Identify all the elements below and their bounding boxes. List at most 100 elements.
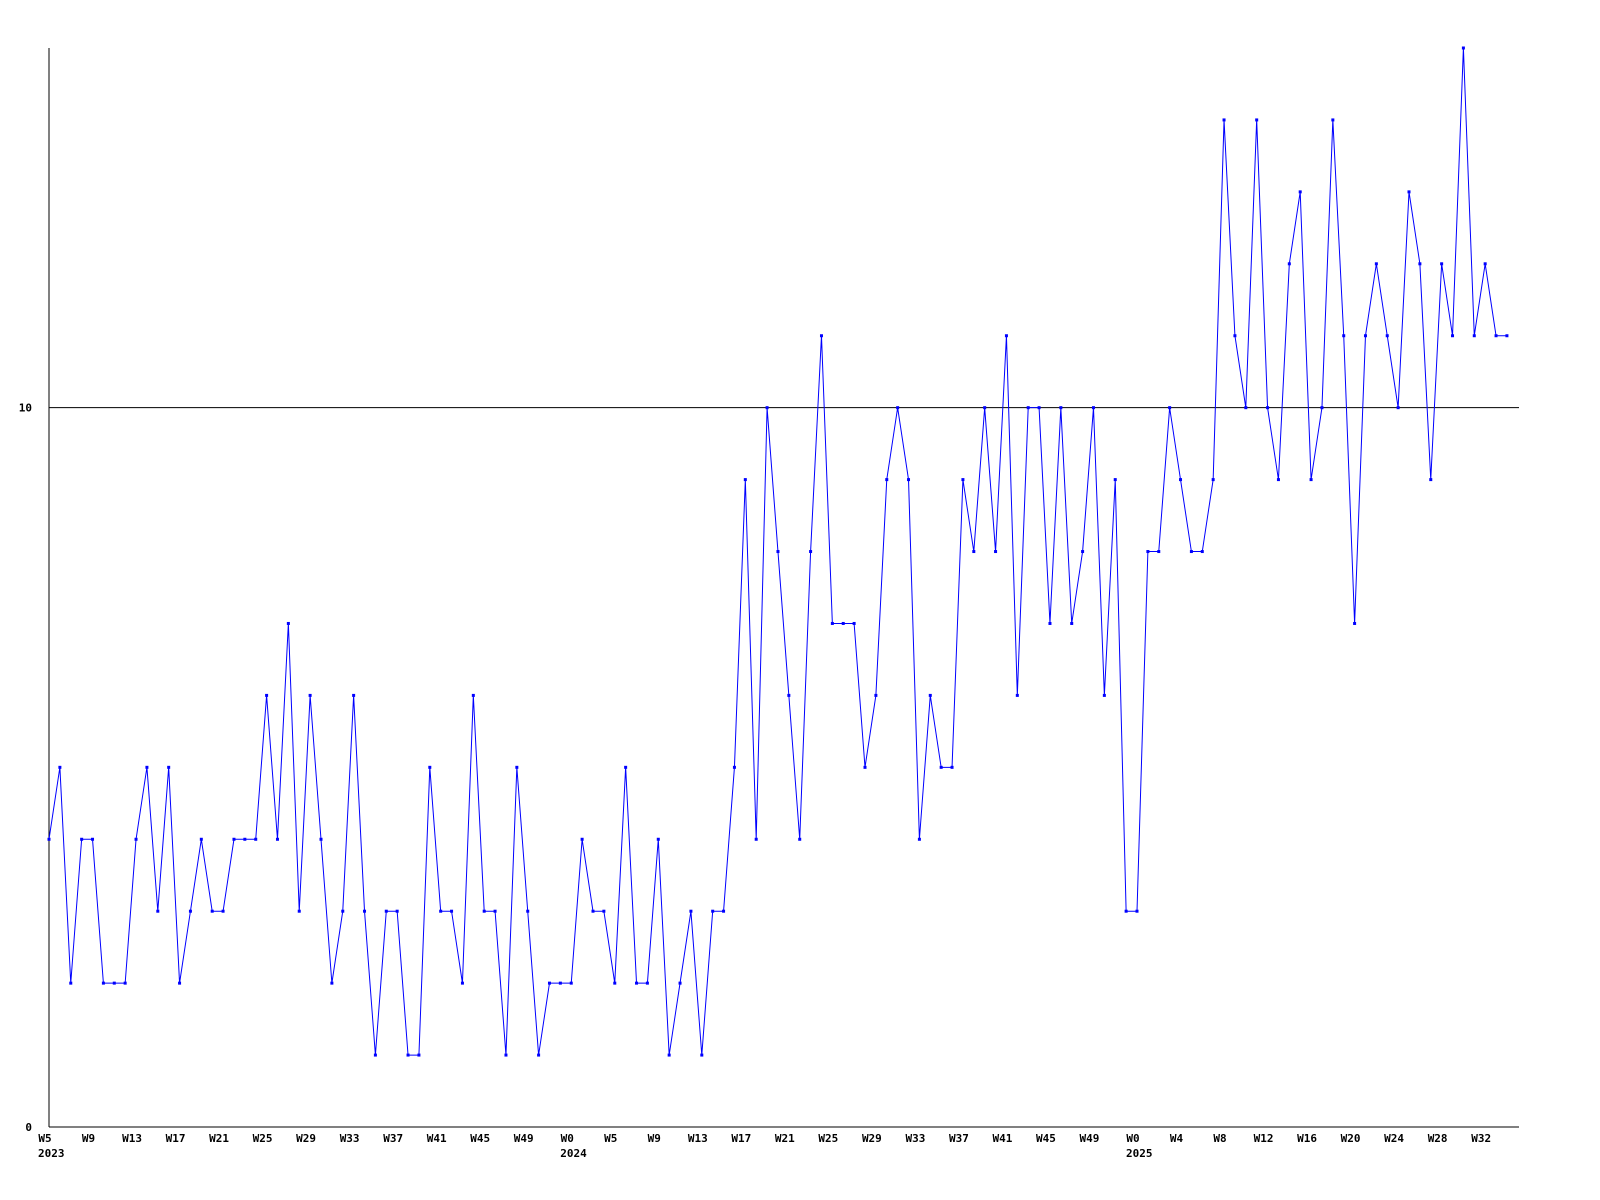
- point-marker: [101, 981, 105, 985]
- x-tick-label: W33: [340, 1132, 360, 1145]
- point-marker: [678, 981, 682, 985]
- point-marker: [558, 981, 562, 985]
- x-tick-label: W29: [862, 1132, 882, 1145]
- point-marker: [439, 909, 443, 913]
- point-marker: [689, 909, 693, 913]
- point-marker: [1179, 478, 1183, 482]
- point-marker: [297, 909, 301, 913]
- point-marker: [178, 981, 182, 985]
- point-marker: [1070, 621, 1074, 625]
- point-marker: [602, 909, 606, 913]
- point-marker: [537, 1053, 541, 1057]
- point-marker: [624, 765, 628, 769]
- point-marker: [754, 837, 758, 841]
- point-marker: [80, 837, 84, 841]
- x-tick-label: W12: [1254, 1132, 1274, 1145]
- point-marker: [167, 765, 171, 769]
- point-marker: [384, 909, 388, 913]
- point-marker: [286, 621, 290, 625]
- point-marker: [526, 909, 530, 913]
- x-tick-label: W25: [818, 1132, 838, 1145]
- point-marker: [1015, 693, 1019, 697]
- x-tick-label: W41: [993, 1132, 1013, 1145]
- x-tick-label: W5: [38, 1132, 51, 1145]
- point-marker: [809, 550, 813, 554]
- point-marker: [450, 909, 454, 913]
- point-marker: [907, 478, 911, 482]
- point-marker: [1418, 262, 1422, 266]
- point-marker: [1048, 621, 1052, 625]
- point-marker: [787, 693, 791, 697]
- point-marker: [950, 765, 954, 769]
- point-marker: [852, 621, 856, 625]
- point-marker: [743, 478, 747, 482]
- point-marker: [221, 909, 225, 913]
- point-marker: [1429, 478, 1433, 482]
- point-marker: [896, 406, 900, 410]
- point-marker: [1004, 334, 1008, 338]
- point-marker: [1494, 334, 1498, 338]
- point-marker: [983, 406, 987, 410]
- x-tick-label: W0: [561, 1132, 574, 1145]
- point-marker: [210, 909, 214, 913]
- x-tick-label: W4: [1170, 1132, 1184, 1145]
- point-marker: [1309, 478, 1313, 482]
- point-marker: [613, 981, 617, 985]
- point-marker: [1440, 262, 1444, 266]
- x-tick-label: W32: [1471, 1132, 1491, 1145]
- point-marker: [1287, 262, 1291, 266]
- point-marker: [363, 909, 367, 913]
- point-marker: [1461, 46, 1465, 50]
- point-marker: [1266, 406, 1270, 410]
- point-marker: [1331, 118, 1335, 122]
- x-tick-label: W16: [1297, 1132, 1317, 1145]
- point-marker: [1059, 406, 1063, 410]
- x-tick-label: W45: [470, 1132, 490, 1145]
- point-marker: [352, 693, 356, 697]
- point-marker: [1385, 334, 1389, 338]
- point-marker: [482, 909, 486, 913]
- x-tick-label: W9: [82, 1132, 95, 1145]
- point-marker: [341, 909, 345, 913]
- x-tick-label: W37: [949, 1132, 969, 1145]
- point-marker: [515, 765, 519, 769]
- point-marker: [1081, 550, 1085, 554]
- x-tick-label: W13: [688, 1132, 708, 1145]
- y-tick-label: 0: [25, 1121, 32, 1134]
- x-tick-label: W20: [1341, 1132, 1361, 1145]
- y-tick-label: 10: [19, 402, 32, 415]
- point-marker: [939, 765, 943, 769]
- point-marker: [395, 909, 399, 913]
- x-tick-label: W8: [1213, 1132, 1226, 1145]
- point-marker: [199, 837, 203, 841]
- point-marker: [1451, 334, 1455, 338]
- point-marker: [961, 478, 965, 482]
- x-tick-label: W45: [1036, 1132, 1056, 1145]
- point-marker: [711, 909, 715, 913]
- point-marker: [830, 621, 834, 625]
- point-marker: [1124, 909, 1128, 913]
- x-tick-label: W9: [648, 1132, 661, 1145]
- point-marker: [819, 334, 823, 338]
- x-tick-label: W17: [166, 1132, 186, 1145]
- point-marker: [265, 693, 269, 697]
- point-marker: [47, 837, 51, 841]
- point-marker: [1353, 621, 1357, 625]
- point-marker: [1091, 406, 1095, 410]
- x-tick-label: W28: [1428, 1132, 1448, 1145]
- point-marker: [69, 981, 73, 985]
- point-marker: [156, 909, 160, 913]
- point-marker: [134, 837, 138, 841]
- point-marker: [145, 765, 149, 769]
- point-marker: [373, 1053, 377, 1057]
- x-tick-label: W21: [775, 1132, 795, 1145]
- point-marker: [656, 837, 660, 841]
- point-marker: [330, 981, 334, 985]
- x-tick-label: W24: [1384, 1132, 1404, 1145]
- point-marker: [243, 837, 247, 841]
- point-marker: [1505, 334, 1509, 338]
- point-marker: [471, 693, 475, 697]
- point-marker: [917, 837, 921, 841]
